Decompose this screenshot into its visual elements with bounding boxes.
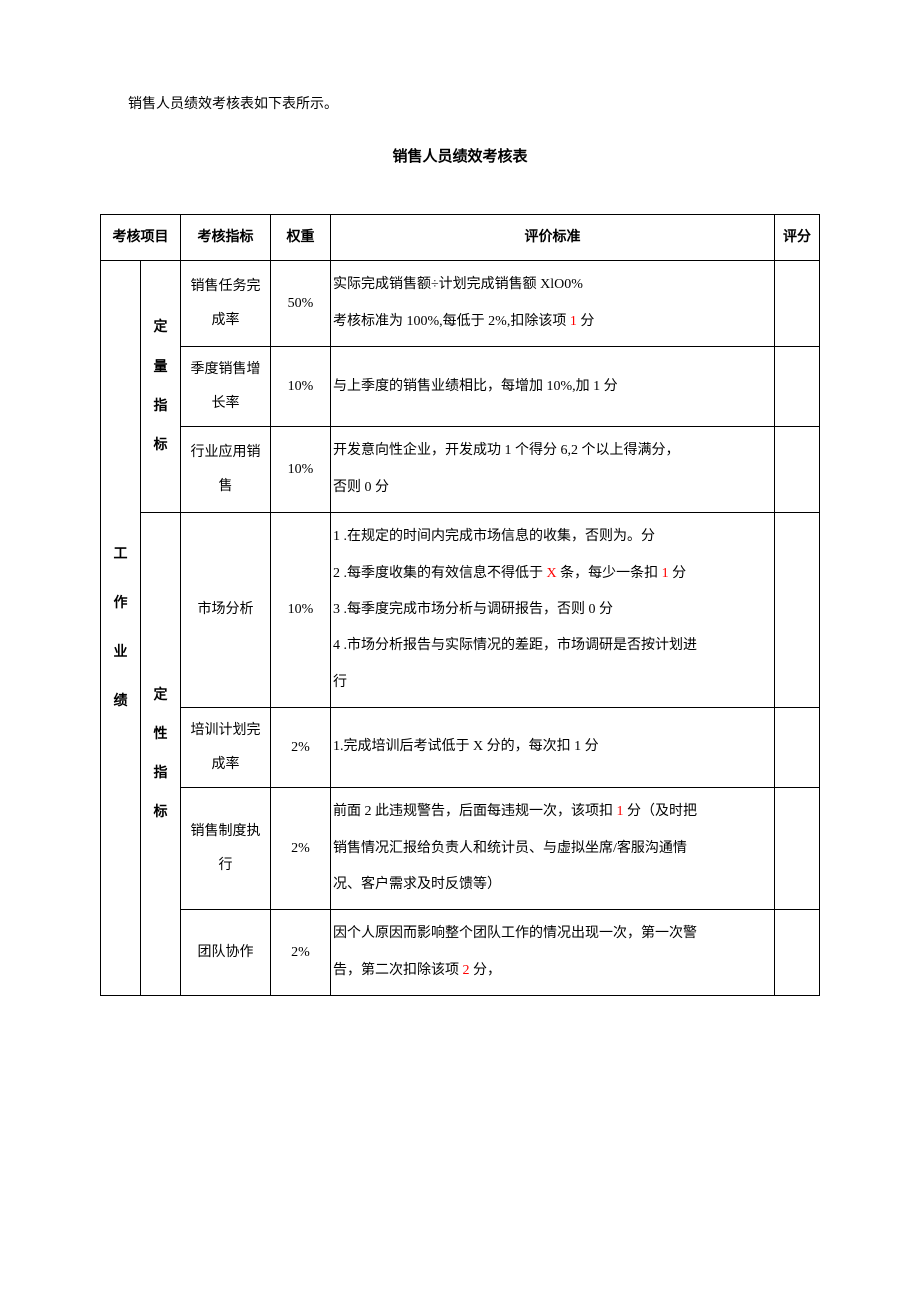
weight-cell: 10% <box>271 347 331 427</box>
table-title: 销售人员绩效考核表 <box>100 141 820 174</box>
score-cell <box>775 513 820 708</box>
header-project: 考核项目 <box>101 214 181 261</box>
metric-cell: 市场分析 <box>181 513 271 708</box>
criteria-cell: 前面 2 此违规警告，后面每违规一次，该项扣 1 分（及时把销售情况汇报给负责人… <box>331 788 775 910</box>
metric-cell: 季度销售增长率 <box>181 347 271 427</box>
table-row: 销售制度执行 2% 前面 2 此违规警告，后面每违规一次，该项扣 1 分（及时把… <box>101 788 820 910</box>
category-work-performance: 工作业绩 <box>101 261 141 996</box>
metric-cell: 团队协作 <box>181 910 271 996</box>
criteria-cell: 与上季度的销售业绩相比，每增加 10%,加 1 分 <box>331 347 775 427</box>
criteria-cell: 1 .在规定的时间内完成市场信息的收集，否则为。分2 .每季度收集的有效信息不得… <box>331 513 775 708</box>
metric-cell: 培训计划完成率 <box>181 708 271 788</box>
performance-table: 考核项目 考核指标 权重 评价标准 评分 工作业绩 定量指标 销售任务完成率 5… <box>100 214 820 996</box>
table-header-row: 考核项目 考核指标 权重 评价标准 评分 <box>101 214 820 261</box>
criteria-cell: 1.完成培训后考试低于 X 分的，每次扣 1 分 <box>331 708 775 788</box>
table-row: 工作业绩 定量指标 销售任务完成率 50% 实际完成销售额÷计划完成销售额 Xl… <box>101 261 820 347</box>
table-row: 行业应用销售 10% 开发意向性企业，开发成功 1 个得分 6,2 个以上得满分… <box>101 427 820 513</box>
criteria-cell: 实际完成销售额÷计划完成销售额 XlO0%考核标准为 100%,每低于 2%,扣… <box>331 261 775 347</box>
criteria-cell: 因个人原因而影响整个团队工作的情况出现一次，第一次警告，第二次扣除该项 2 分， <box>331 910 775 996</box>
category-quantitative: 定量指标 <box>141 261 181 513</box>
metric-cell: 销售任务完成率 <box>181 261 271 347</box>
table-row: 季度销售增长率 10% 与上季度的销售业绩相比，每增加 10%,加 1 分 <box>101 347 820 427</box>
score-cell <box>775 261 820 347</box>
category-qualitative: 定性指标 <box>141 513 181 996</box>
table-row: 团队协作 2% 因个人原因而影响整个团队工作的情况出现一次，第一次警告，第二次扣… <box>101 910 820 996</box>
metric-cell: 销售制度执行 <box>181 788 271 910</box>
score-cell <box>775 788 820 910</box>
metric-cell: 行业应用销售 <box>181 427 271 513</box>
header-metric: 考核指标 <box>181 214 271 261</box>
header-score: 评分 <box>775 214 820 261</box>
weight-cell: 10% <box>271 513 331 708</box>
header-weight: 权重 <box>271 214 331 261</box>
table-row: 培训计划完成率 2% 1.完成培训后考试低于 X 分的，每次扣 1 分 <box>101 708 820 788</box>
score-cell <box>775 910 820 996</box>
intro-text: 销售人员绩效考核表如下表所示。 <box>100 90 820 121</box>
weight-cell: 10% <box>271 427 331 513</box>
weight-cell: 2% <box>271 708 331 788</box>
weight-cell: 2% <box>271 910 331 996</box>
weight-cell: 2% <box>271 788 331 910</box>
weight-cell: 50% <box>271 261 331 347</box>
header-criteria: 评价标准 <box>331 214 775 261</box>
score-cell <box>775 347 820 427</box>
score-cell <box>775 427 820 513</box>
criteria-cell: 开发意向性企业，开发成功 1 个得分 6,2 个以上得满分，否则 0 分 <box>331 427 775 513</box>
score-cell <box>775 708 820 788</box>
table-row: 定性指标 市场分析 10% 1 .在规定的时间内完成市场信息的收集，否则为。分2… <box>101 513 820 708</box>
